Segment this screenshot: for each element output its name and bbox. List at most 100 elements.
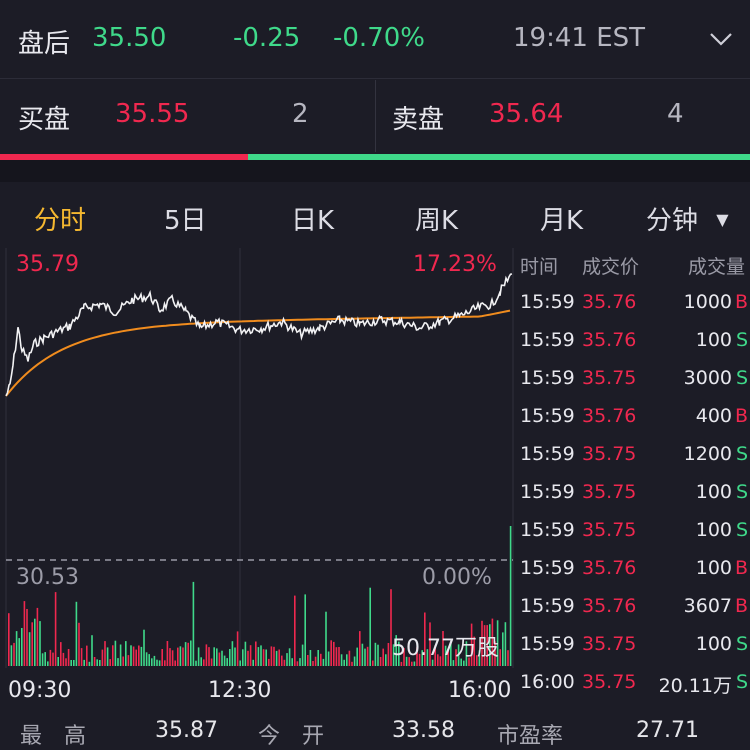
volume-bar [333,641,335,666]
tick-side: B [734,405,748,427]
volume-bar [187,642,189,666]
volume-bar [465,641,468,666]
volume-bar [382,648,384,666]
session-label: 盘后 [18,29,71,59]
tick-side: S [735,329,748,351]
volume-bar [153,655,156,666]
stat-pe-value: 27.71 [636,718,699,743]
chart-tabs: 分时 5日 日K 周K 月K 分钟 ▼ [0,182,750,248]
volume-bar [60,642,62,666]
volume-bar [502,632,504,666]
volume-bar [200,657,202,666]
volume-bar [486,625,488,666]
volume-bar [340,654,343,666]
volume-bar [356,647,358,666]
intraday-chart[interactable] [0,248,515,668]
tab-intraday[interactable]: 分时 [34,206,87,236]
volume-bar [15,631,18,666]
volume-bar [348,650,351,666]
volume-bar [83,659,85,666]
volume-bar [262,649,265,666]
volume-bar [210,658,213,666]
tab-monthly-k[interactable]: 月K [540,206,584,236]
volume-bar [184,642,187,666]
volume-bar [47,661,49,666]
volume-bar [327,651,330,666]
volume-bar [174,660,176,666]
volume-bar [190,640,192,666]
col-price: 成交价 [582,256,640,278]
volume-bar [23,601,26,666]
volume-bar [437,654,439,666]
volume-bar [296,661,299,666]
chart-high-price: 35.79 [16,252,79,277]
volume-bar [273,646,275,666]
volume-bar [203,659,205,666]
volume-bar [385,654,387,666]
volume-bar [44,652,46,666]
volume-bar [275,650,278,666]
caret-down-icon: ▼ [716,210,729,229]
volume-bar [86,645,88,666]
volume-bar [28,632,31,666]
volume-bar [161,649,163,666]
volume-bar [299,658,301,666]
trade-tick-row: 16:00 35.75 20.11万 S [515,671,750,709]
tick-side: B [734,291,748,313]
volume-bar [312,661,314,666]
volume-bar [307,655,309,666]
volume-bar [143,629,145,666]
volume-bar [426,649,429,666]
time-axis-mid: 12:30 [208,678,272,703]
volume-bar [205,644,208,666]
tab-minute[interactable]: 分钟 ▼ [646,200,729,237]
volume-bar [158,660,161,666]
volume-bar [104,641,106,666]
volume-bar [138,645,140,666]
volume-bar [359,631,361,666]
tick-volume: 100 [695,633,732,655]
volume-bar [122,656,124,666]
volume-bar [148,654,150,666]
volume-bar [390,589,392,666]
average-price-line [5,309,511,397]
section-gap [0,160,750,182]
volume-bar [457,644,460,666]
tick-time: 15:59 [520,405,575,427]
volume-bar [244,641,247,666]
volume-bar [278,649,280,666]
volume-bar [34,618,36,666]
trade-tick-row: 15:59 35.75 100 S [515,519,750,557]
chevron-down-icon[interactable] [706,26,736,52]
trade-ticks-panel[interactable]: 时间 成交价 成交量 15:59 35.76 1000 B 15:59 35.76 100 S… [515,248,750,702]
time-axis: 09:30 12:30 16:00 [0,672,515,706]
volume-bar [135,649,137,666]
volume-bar [57,657,59,666]
tab-weekly-k[interactable]: 周K [415,206,459,236]
tab-5day[interactable]: 5日 [164,206,207,236]
volume-bar [509,526,512,666]
volume-bar [429,622,431,666]
trade-tick-row: 15:59 35.76 3607 B [515,595,750,633]
volume-bar [405,656,408,666]
volume-bar [171,650,174,666]
volume-bar [91,635,93,666]
tab-daily-k[interactable]: 日K [291,206,335,236]
volume-bar [431,659,434,666]
volume-bar [496,620,499,666]
stat-open-label: 今 开 [258,724,325,749]
volume-bar [52,652,54,666]
volume-bar [494,641,496,666]
tick-side: S [735,519,748,541]
volume-bar [26,609,28,666]
volume-bar [483,625,486,666]
volume-bar [39,621,41,666]
volume-bar [314,656,317,666]
volume-bar [255,641,257,666]
tick-time: 15:59 [520,329,575,351]
volume-bar [499,649,501,666]
tick-price: 35.76 [582,557,637,579]
tick-time: 15:59 [520,595,575,617]
tick-volume: 3607 [683,595,732,617]
tick-time: 15:59 [520,481,575,503]
